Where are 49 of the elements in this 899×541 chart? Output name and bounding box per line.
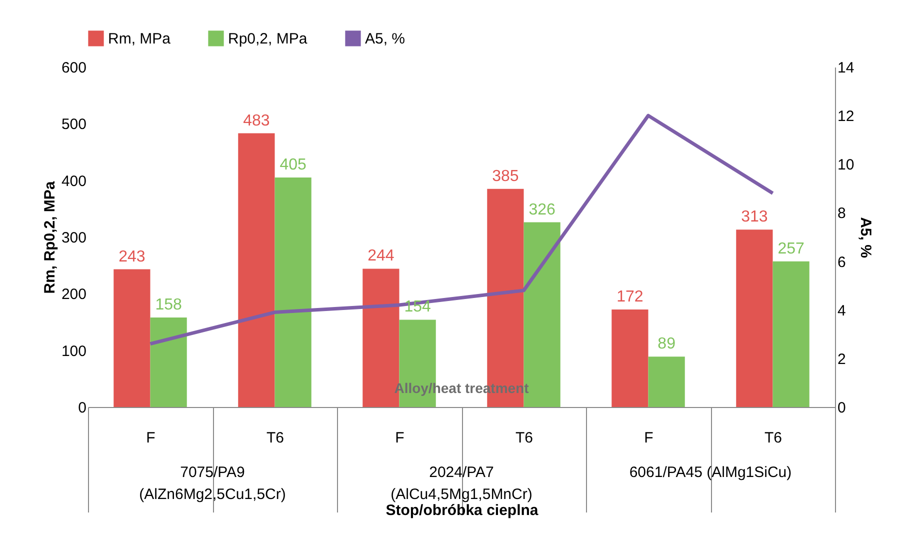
data-label: 313 (741, 208, 768, 226)
x-axis-title: Stop/obróbka cieplna (386, 502, 539, 519)
y2-tick-label: 6 (838, 254, 846, 271)
bar (274, 178, 312, 407)
y-tick-label: 600 (61, 60, 86, 76)
y-axis-title: Rm, Rp0,2, MPa (41, 180, 58, 294)
bar (772, 261, 810, 407)
text: 6061/PA45 (AlMg1SiCu) (629, 464, 792, 481)
y-tick-label: 400 (61, 172, 86, 190)
bar (114, 269, 150, 407)
data-label: 244 (368, 248, 394, 265)
y2-tick-label: 0 (838, 400, 846, 416)
y-tick-label: 300 (61, 230, 86, 246)
y2-tick-label: 8 (838, 205, 846, 222)
bar (150, 317, 187, 407)
legend-label: Rm, MPa (108, 30, 172, 48)
bar (612, 310, 648, 407)
x-tick-label: T6 (515, 430, 534, 446)
data-label: 257 (778, 240, 805, 258)
y2-tick-label: 4 (838, 302, 846, 320)
y2-tick-label: 14 (838, 60, 854, 76)
bar (736, 230, 773, 407)
x-tick-label: T6 (764, 430, 782, 446)
x-tick-label: T6 (266, 430, 284, 446)
legend-label: Rp0,2, MPa (228, 30, 308, 48)
x-tick-label: F (146, 430, 156, 446)
data-label: 483 (243, 112, 270, 130)
y2-tick-label: 2 (838, 350, 846, 368)
data-label: 243 (118, 248, 146, 266)
y2-axis-title: A5, % (857, 217, 874, 258)
data-label: 158 (155, 296, 182, 314)
x-tick-label: F (395, 430, 404, 446)
x-tick-label: F (644, 430, 654, 446)
data-label: 405 (280, 156, 307, 174)
data-label: 326 (528, 201, 556, 218)
y2-tick-label: 10 (838, 156, 854, 174)
y-tick-label: 500 (61, 116, 86, 134)
legend-label: A5, % (365, 30, 406, 48)
text: 2024/PA7 (AlCu4,5Mg1,5MnCr) (390, 464, 532, 503)
data-label: 172 (616, 288, 644, 306)
text: 7075/PA9 (AlZn6Mg2,5Cu1,5Cr) (139, 464, 286, 503)
data-label: 385 (492, 168, 519, 185)
y2-tick-label: 12 (838, 108, 854, 126)
bar (648, 356, 685, 407)
y-tick-label: 200 (61, 286, 86, 304)
bar (238, 133, 275, 407)
y-tick-label: 0 (78, 400, 86, 416)
data-label: 89 (658, 336, 676, 353)
y-tick-label: 100 (61, 342, 86, 360)
